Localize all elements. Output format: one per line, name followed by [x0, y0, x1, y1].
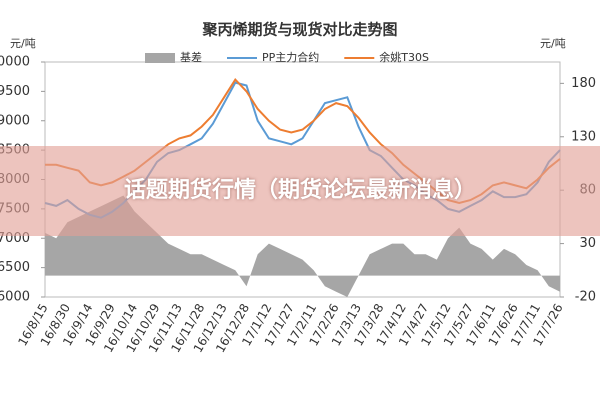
y2-tick-label: -20 [575, 290, 596, 305]
basis-area [45, 195, 560, 297]
y2-axis-label: 元/吨 [540, 37, 566, 50]
y-axis-label: 元/吨 [10, 37, 36, 50]
y-tick-label: 6000 [0, 290, 30, 305]
y-tick-label: 9000 [0, 113, 30, 128]
y-tick-label: 9500 [0, 84, 30, 99]
y-tick-label: 10000 [0, 55, 30, 70]
y2-tick-label: 180 [571, 76, 596, 91]
legend-swatch [145, 53, 175, 63]
chart-title: 聚丙烯期货与现货对比走势图 [201, 21, 397, 39]
overlay-banner: 话题期货行情（期货论坛最新消息） [0, 146, 600, 236]
y2-tick-label: 130 [571, 129, 596, 144]
legend-label: 基差 [180, 50, 202, 64]
y-tick-label: 6500 [0, 260, 30, 275]
y2-tick-label: 30 [579, 236, 596, 251]
overlay-text: 话题期货行情（期货论坛最新消息） [123, 178, 476, 203]
legend-label: PP主力合约 [262, 50, 319, 64]
legend-label: 余姚T30S [379, 50, 429, 64]
